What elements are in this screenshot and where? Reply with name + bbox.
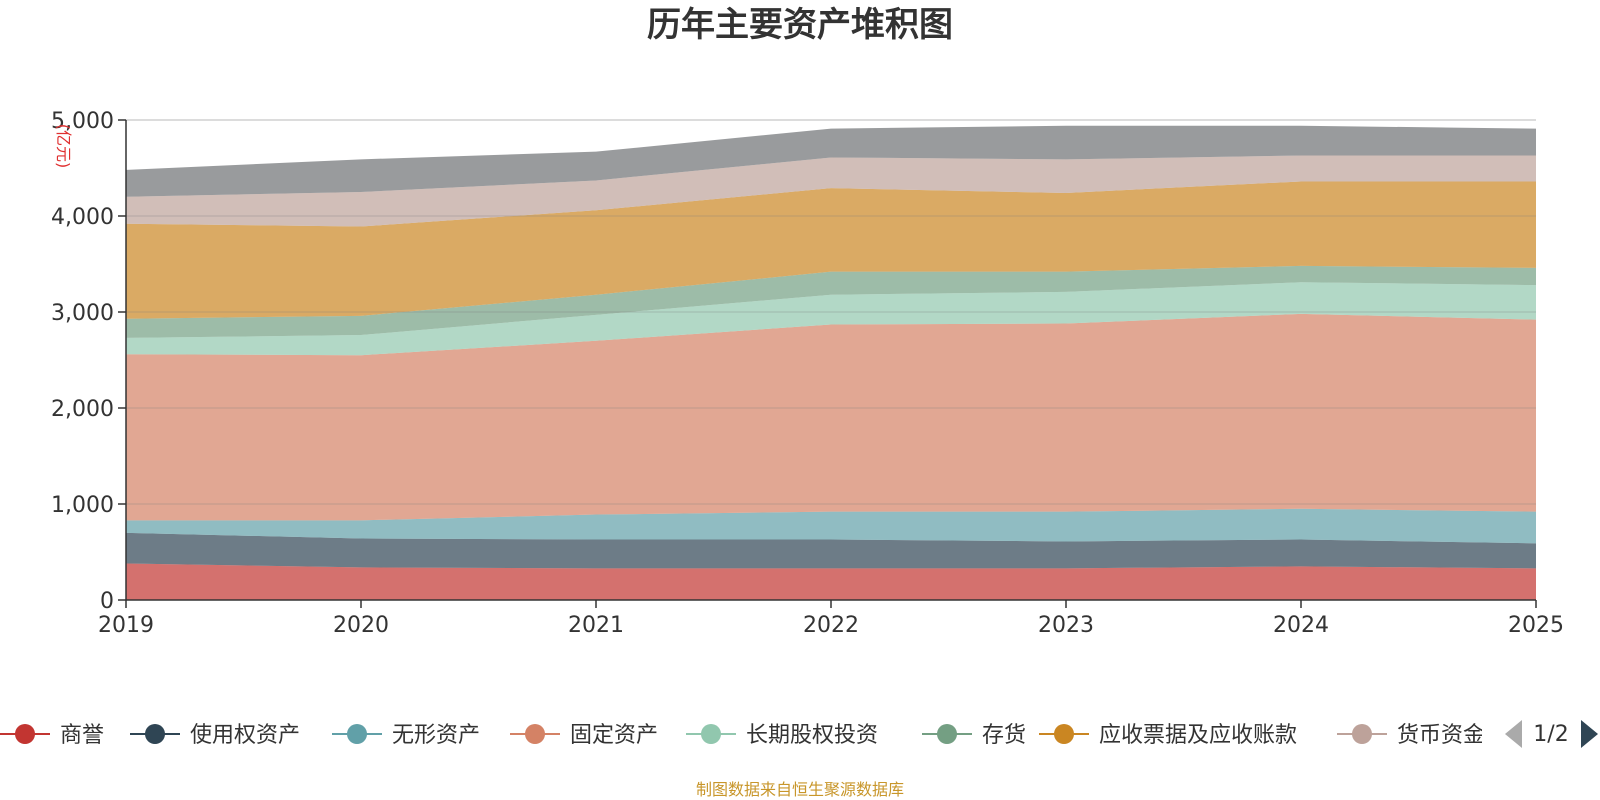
y-tick-label: 5,000: [51, 109, 114, 134]
area-6[interactable]: [126, 181, 1536, 319]
legend-page-indicator: 1/2: [1533, 722, 1568, 747]
legend-next-page-icon[interactable]: [1581, 720, 1598, 748]
legend-item-6[interactable]: 应收票据及应收账款: [1039, 723, 1297, 748]
x-tick-label: 2023: [1038, 613, 1094, 638]
area-5[interactable]: [126, 265, 1536, 338]
legend-label: 固定资产: [570, 723, 658, 748]
legend-marker-icon: [701, 724, 721, 744]
legend-item-5[interactable]: 存货: [922, 723, 1026, 748]
x-tick-label: 2025: [1508, 613, 1564, 638]
x-tick-label: 2022: [803, 613, 859, 638]
legend-item-7[interactable]: 货币资金: [1337, 723, 1485, 748]
chart-title: 历年主要资产堆积图: [647, 5, 953, 45]
legend-marker-icon: [347, 724, 367, 744]
axes: 0 1,000 2,000 3,000 4,000 5,000 2019 2020 2021 20…: [51, 109, 1564, 638]
area-series: [126, 119, 1536, 600]
legend: 商誉 使用权资产 无形资产 固定资产 长期股权投资 存货 应收票据及应收账款 货币资金: [0, 723, 1485, 748]
y-axis-unit: (亿元): [54, 124, 73, 169]
legend-item-3[interactable]: 固定资产: [510, 723, 658, 748]
legend-label: 长期股权投资: [746, 723, 878, 748]
x-tick-label: 2024: [1273, 613, 1329, 638]
legend-marker-icon: [1352, 724, 1372, 744]
legend-label: 商誉: [60, 723, 104, 748]
legend-item-4[interactable]: 长期股权投资: [686, 723, 878, 748]
legend-prev-page-icon[interactable]: [1505, 720, 1522, 748]
area-7[interactable]: [126, 155, 1536, 227]
legend-item-1[interactable]: 使用权资产: [130, 723, 300, 748]
area-0[interactable]: [126, 563, 1536, 600]
x-tick-label: 2021: [568, 613, 624, 638]
legend-label: 应收票据及应收账款: [1099, 723, 1297, 748]
legend-label: 存货: [982, 723, 1026, 748]
legend-marker-icon: [937, 724, 957, 744]
legend-marker-icon: [1054, 724, 1074, 744]
y-tick-label: 0: [100, 589, 114, 614]
legend-marker-icon: [525, 724, 545, 744]
area-4[interactable]: [126, 282, 1536, 356]
legend-label: 货币资金: [1397, 723, 1485, 748]
y-tick-label: 2,000: [51, 397, 114, 422]
y-tick-label: 4,000: [51, 205, 114, 230]
legend-item-0[interactable]: 商誉: [0, 723, 104, 748]
y-tick-label: 3,000: [51, 301, 114, 326]
data-source-note: 制图数据来自恒生聚源数据库: [696, 780, 904, 799]
x-tick-label: 2020: [333, 613, 389, 638]
legend-item-2[interactable]: 无形资产: [332, 723, 480, 748]
legend-label: 无形资产: [392, 723, 480, 748]
area-8[interactable]: [126, 125, 1536, 197]
legend-marker-icon: [145, 724, 165, 744]
legend-items: 商誉 使用权资产 无形资产 固定资产 长期股权投资 存货 应收票据及应收账款 货币资金: [0, 723, 1485, 748]
legend-label: 使用权资产: [190, 723, 300, 748]
x-tick-label: 2019: [98, 613, 154, 638]
legend-marker-icon: [15, 724, 35, 744]
y-tick-label: 1,000: [51, 493, 114, 518]
area-1[interactable]: [126, 532, 1536, 569]
area-3[interactable]: [126, 313, 1536, 521]
legend-pager[interactable]: 1/2: [1505, 720, 1598, 748]
